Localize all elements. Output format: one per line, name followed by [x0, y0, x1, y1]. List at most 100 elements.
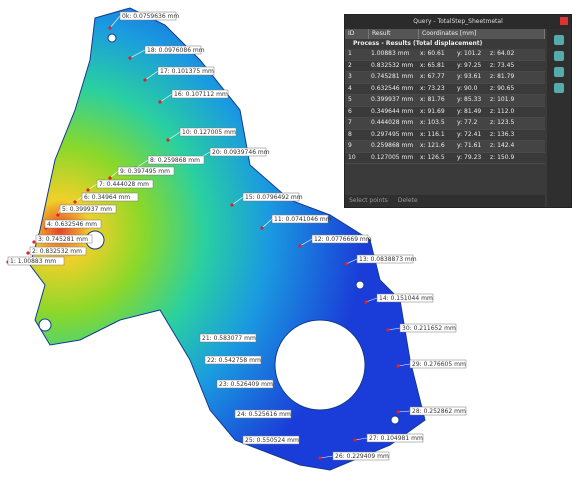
probe-label: 22: 0.542758 mm	[207, 357, 261, 364]
table-cell: z: 142.4	[490, 142, 515, 149]
leader-line	[345, 258, 358, 265]
probe-label: 27: 0.104981 mm	[369, 435, 423, 442]
leader-line	[135, 159, 149, 169]
query-window: Query - TotalStep_Sheetmetal ID Result C…	[344, 14, 572, 208]
label-box	[409, 406, 467, 416]
table-cell: 7	[348, 119, 352, 126]
table-cell: x: 81.76	[420, 96, 445, 103]
table-cell: z: 101.9	[490, 96, 515, 103]
probe-label: 4: 0.632546 mm	[47, 221, 97, 228]
leader-line	[319, 455, 334, 459]
label-box	[35, 234, 93, 244]
leader-line	[387, 327, 401, 331]
table-cell: x: 67.77	[420, 73, 445, 80]
table-cell: 0.444028 mm	[371, 119, 414, 126]
table-row[interactable]: 2 0.832532 mm x: 65.81 y: 97.25 z: 73.45	[345, 61, 545, 72]
table-cell: 1.00883 mm	[371, 50, 410, 57]
footer: Select points Delete	[345, 195, 545, 207]
table-cell: z: 123.5	[490, 119, 515, 126]
table-cell: y: 101.2	[457, 50, 482, 57]
select-points-button[interactable]: Select points	[349, 197, 388, 204]
table-cell: 10	[348, 153, 356, 161]
table-cell: x: 91.69	[420, 107, 445, 115]
label-box	[44, 219, 102, 229]
probe-point	[344, 262, 348, 266]
label-box	[204, 355, 262, 365]
leader-line	[87, 183, 98, 191]
table-row[interactable]: 1 1.00883 mm x: 60.61 y: 101.2 z: 64.02	[345, 49, 545, 61]
table-cell: 9	[348, 142, 352, 149]
table-cell: z: 81.79	[490, 73, 515, 80]
table-cell: x: 103.5	[420, 119, 445, 126]
leader-line	[397, 363, 411, 367]
table-row[interactable]: 5 0.399937 mm x: 81.76 y: 85.33 z: 101.9	[345, 95, 545, 107]
label-box	[409, 359, 467, 369]
probe-label: 16: 0.107112 mm	[174, 91, 228, 98]
probe-label: 13: 0.0838873 mm	[359, 256, 417, 263]
probe-label: 7: 0.444028 mm	[99, 181, 149, 188]
delete-button[interactable]: Delete	[397, 197, 418, 204]
table-cell: 0.745281 mm	[371, 73, 414, 80]
table-cell: y: 77.2	[457, 119, 478, 126]
table-row[interactable]: 7 0.444028 mm x: 103.5 y: 77.2 z: 123.5	[345, 118, 545, 130]
group-row[interactable]: Process - Results (Total displacement)	[353, 40, 483, 47]
tool-button[interactable]	[554, 83, 564, 93]
close-button[interactable]	[560, 17, 568, 25]
table-row[interactable]: 8 0.297495 mm x: 116.1 y: 72.41 z: 136.3	[345, 130, 545, 141]
tool-button[interactable]	[554, 67, 564, 77]
label-box	[29, 246, 87, 256]
column-header[interactable]: ID	[345, 29, 369, 39]
table-cell: 0.127005 mm	[371, 153, 414, 161]
label-box	[144, 45, 202, 55]
probe-label: 18: 0.0976086 mm	[147, 47, 205, 54]
table-row[interactable]: 9 0.259868 mm x: 121.6 y: 71.61 z: 142.4	[345, 141, 545, 153]
table-cell: x: 60.61	[420, 50, 445, 57]
hole	[274, 319, 366, 411]
table-row[interactable]: 10 0.127005 mm x: 126.5 y: 79.23 z: 150.9	[345, 153, 545, 164]
table-cell: 0.259868 mm	[371, 142, 414, 149]
tool-button[interactable]	[554, 35, 564, 45]
tool-button[interactable]	[554, 51, 564, 61]
table-cell: z: 64.02	[490, 50, 515, 57]
table-cell: 4	[348, 84, 352, 92]
label-box	[271, 214, 329, 224]
table-cell: y: 90.0	[457, 84, 478, 92]
leader-line	[231, 196, 244, 206]
hole	[390, 415, 400, 425]
column-header[interactable]: Result	[369, 29, 419, 39]
leader-line	[354, 437, 368, 441]
table-cell: 2	[348, 61, 352, 69]
table-row[interactable]: 4 0.632546 mm x: 73.23 y: 90.0 z: 90.65	[345, 84, 545, 95]
probe-label: 9: 0.397495 mm	[120, 168, 170, 175]
probe-label: 12: 0.0776669 mm	[314, 236, 372, 243]
label-box	[366, 433, 424, 443]
table-row[interactable]: 3 0.745281 mm x: 67.77 y: 93.61 z: 81.79	[345, 72, 545, 84]
hole	[107, 33, 117, 43]
probe-label: 30: 0.211652 mm	[402, 325, 456, 332]
table-cell: y: 93.61	[457, 73, 482, 80]
probe-point	[318, 456, 322, 460]
leader-line	[144, 70, 159, 81]
hole	[38, 318, 52, 332]
probe-label: 17: 0.101375 mm	[160, 68, 214, 75]
table-row[interactable]: 6 0.349644 mm x: 91.69 y: 81.49 z: 112.0	[345, 107, 545, 118]
table-cell: x: 121.6	[420, 142, 445, 149]
table-cell: y: 85.33	[457, 96, 482, 103]
column-header[interactable]: Coordinates [mm]	[419, 29, 545, 39]
probe-point	[353, 438, 357, 442]
probe-point	[32, 240, 36, 244]
table-cell: 8	[348, 130, 352, 138]
probe-label: 1: 1.00883 mm	[10, 258, 56, 265]
table-body: 1 1.00883 mm x: 60.61 y: 101.2 z: 64.02 2 0.83…	[345, 49, 545, 164]
probe-point	[298, 244, 302, 248]
table-cell: 0.349644 mm	[371, 107, 414, 115]
table-cell: y: 71.61	[457, 142, 482, 149]
leader-line	[299, 238, 313, 247]
probe-label: 6: 0.34964 mm	[84, 194, 130, 201]
probe-label: 2: 0.832532 mm	[32, 248, 82, 255]
probe-point	[128, 56, 132, 60]
label-box	[81, 192, 139, 202]
probe-label: 15: 0.0796492 mm	[245, 194, 303, 201]
labels: 0k: 0.0759636 mm 18: 0.0976086 mm 17: 0.10…	[6, 11, 467, 461]
table-cell: y: 72.41	[457, 130, 482, 138]
